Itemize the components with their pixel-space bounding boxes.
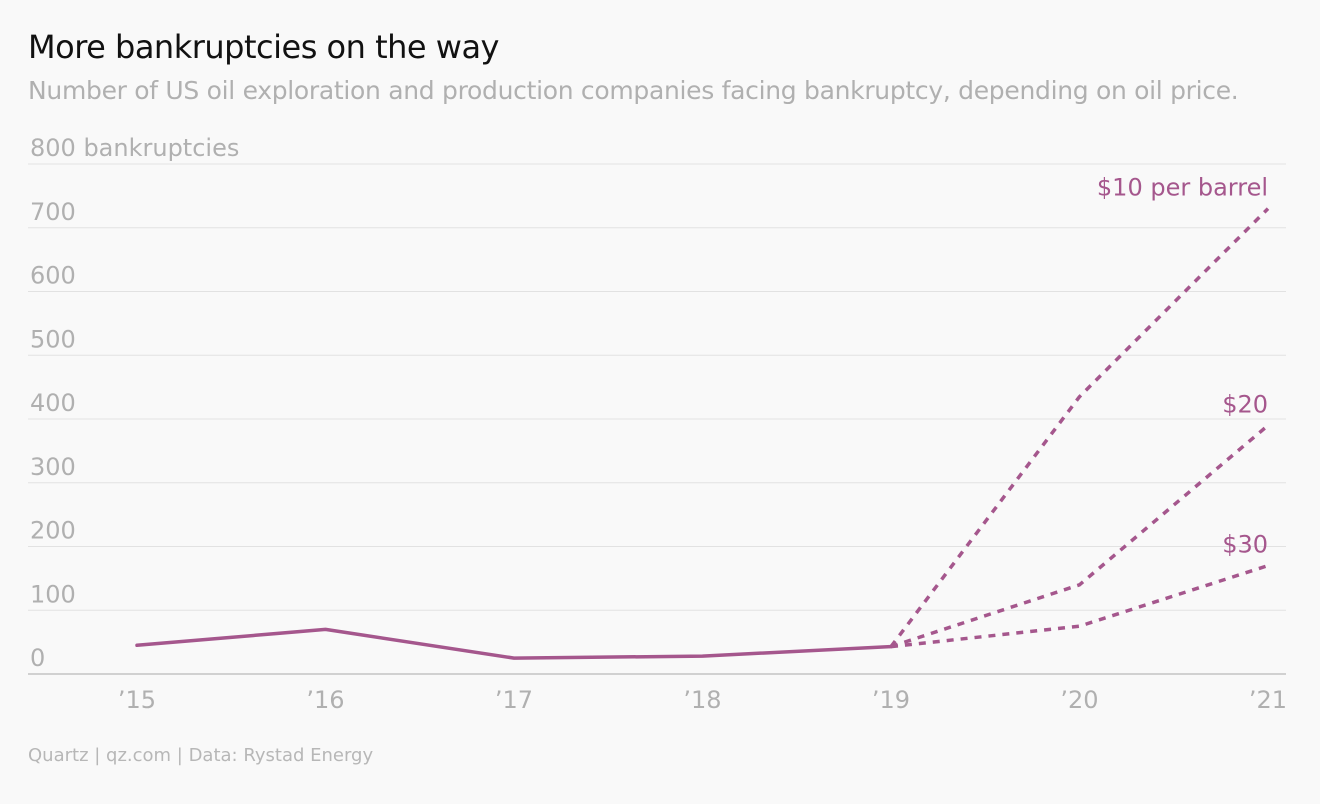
- series-lines: [135, 207, 1270, 660]
- historical-line: [135, 627, 893, 660]
- chart-title: More bankruptcies on the way: [28, 28, 499, 66]
- y-tick-label: 200: [30, 517, 76, 545]
- projection-line-2: [890, 424, 1270, 649]
- series-labels: $10 per barrel $20 $30: [1097, 174, 1268, 559]
- x-tick-label: ’18: [683, 686, 721, 714]
- x-axis-tick-labels: ’15 ’16 ’17 ’18 ’19 ’20 ’21: [118, 686, 1287, 714]
- y-tick-label: 600: [30, 262, 76, 290]
- source-credit: Quartz | qz.com | Data: Rystad Energy: [28, 745, 374, 766]
- x-tick-label: ’17: [495, 686, 533, 714]
- x-tick-label: ’16: [306, 686, 344, 714]
- y-tick-label: 400: [30, 389, 76, 417]
- y-tick-label: 0: [30, 644, 45, 672]
- series-label-1: $10 per barrel: [1097, 174, 1268, 202]
- y-tick-label: 500: [30, 325, 76, 353]
- y-axis-tick-labels: 0 100 200 300 400 500 600 700 800 bankruptcies: [30, 134, 239, 672]
- x-tick-label: ’20: [1060, 686, 1098, 714]
- projection-line-1: [889, 207, 1270, 648]
- x-tick-label: ’19: [872, 686, 910, 714]
- y-tick-label: 800 bankruptcies: [30, 134, 239, 162]
- y-tick-label: 100: [30, 580, 76, 608]
- series-label-2: $20: [1222, 390, 1268, 418]
- y-tick-label: 300: [30, 453, 76, 481]
- chart-subtitle: Number of US oil exploration and product…: [28, 76, 1239, 105]
- x-tick-label: ’15: [118, 686, 156, 714]
- y-tick-label: 700: [30, 198, 76, 226]
- x-tick-label: ’21: [1249, 686, 1287, 714]
- projection-line-3: [890, 563, 1269, 649]
- grid-lines: [28, 163, 1286, 675]
- series-label-3: $30: [1222, 531, 1268, 559]
